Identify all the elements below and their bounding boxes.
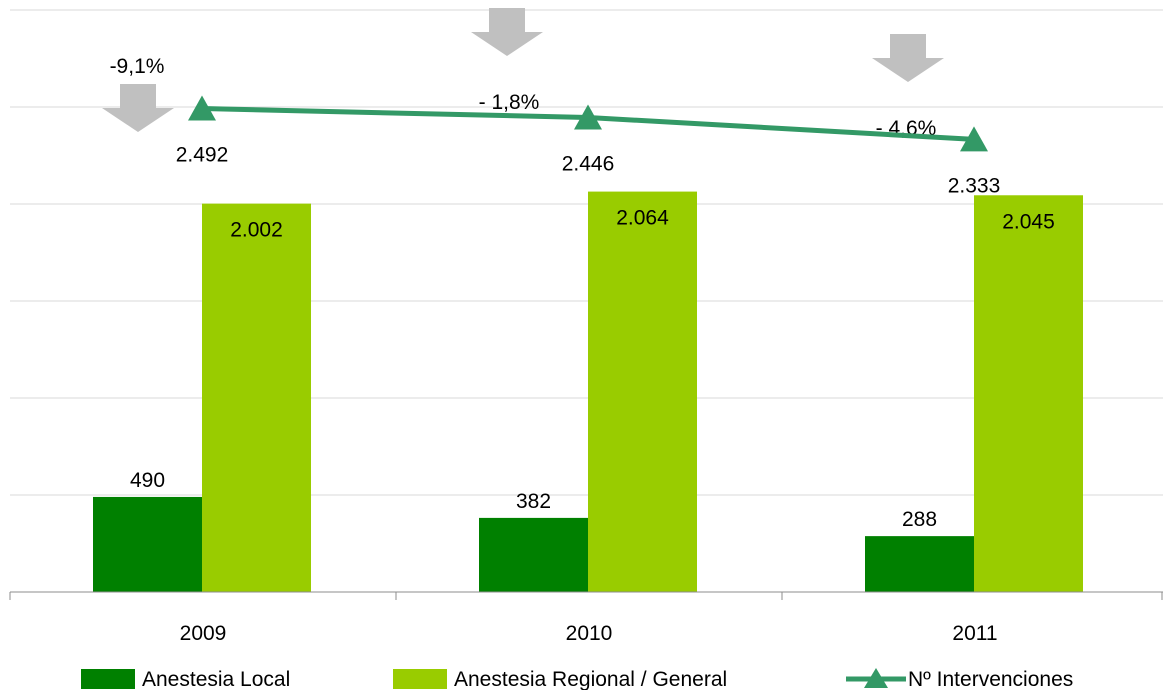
data-label-regional: 2.002 bbox=[230, 219, 283, 242]
legend-swatch-local bbox=[81, 669, 135, 689]
x-tick-label: 2010 bbox=[566, 622, 613, 645]
bar-anestesia-regional bbox=[974, 195, 1083, 592]
change-annotation-label: -9,1% bbox=[110, 55, 165, 78]
data-labels: 490 2.002 382 2.064 288 2.045 2.492 2.446 2.333 bbox=[130, 144, 1055, 532]
data-label-intervenciones: 2.492 bbox=[176, 144, 229, 167]
x-tick-label: 2011 bbox=[952, 622, 997, 645]
x-tick-label: 2009 bbox=[180, 622, 227, 645]
intervenciones-marker bbox=[574, 104, 602, 130]
legend-label-regional: Anestesia Regional / General bbox=[454, 668, 727, 690]
data-label-regional: 2.045 bbox=[1002, 210, 1055, 233]
legend-swatch-regional bbox=[393, 669, 447, 689]
down-arrow-icon bbox=[102, 84, 174, 132]
bars bbox=[93, 191, 1083, 593]
legend-label-intervenciones: Nº Intervenciones bbox=[908, 668, 1073, 690]
legend-swatch-intervenciones-marker bbox=[864, 668, 888, 688]
bar-anestesia-regional bbox=[202, 203, 311, 592]
data-label-intervenciones: 2.446 bbox=[562, 152, 615, 175]
bar-anestesia-local bbox=[93, 496, 202, 592]
x-axis bbox=[9, 591, 1163, 600]
intervenciones-marker bbox=[960, 126, 988, 152]
bar-anestesia-local bbox=[479, 517, 588, 592]
data-label-local: 490 bbox=[130, 469, 165, 492]
change-annotation-label: - 1,8% bbox=[479, 91, 540, 114]
bar-anestesia-local bbox=[865, 536, 974, 592]
x-tick-labels: 2009 2010 2011 bbox=[180, 622, 998, 645]
down-arrow-icon bbox=[471, 8, 543, 56]
intervenciones-marker bbox=[188, 95, 216, 121]
data-label-intervenciones: 2.333 bbox=[948, 174, 1001, 197]
data-label-local: 382 bbox=[516, 490, 551, 513]
down-arrow-icon bbox=[872, 34, 944, 82]
change-annotations: -9,1%- 1,8%- 4,6% bbox=[102, 8, 944, 140]
bar-anestesia-regional bbox=[588, 191, 697, 593]
legend: Anestesia Local Anestesia Regional / Gene… bbox=[81, 668, 1073, 690]
legend-label-local: Anestesia Local bbox=[142, 668, 290, 690]
data-label-local: 288 bbox=[902, 508, 937, 531]
data-label-regional: 2.064 bbox=[616, 207, 669, 230]
intervenciones-line bbox=[188, 95, 988, 152]
